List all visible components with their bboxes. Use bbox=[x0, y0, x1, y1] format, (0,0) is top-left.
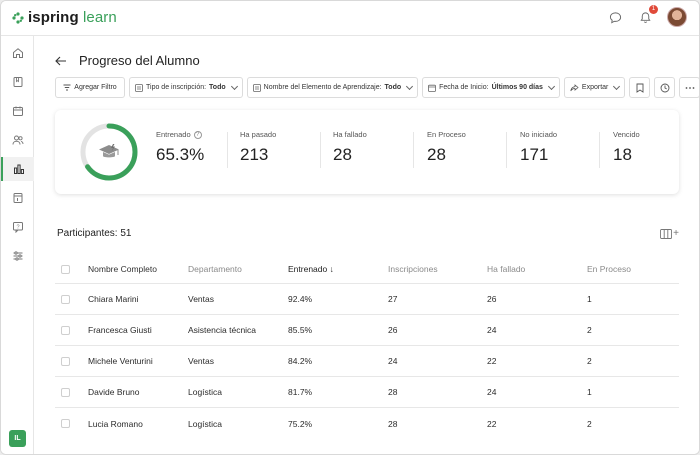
chat-icon[interactable] bbox=[607, 9, 623, 25]
ellipsis-icon bbox=[685, 86, 695, 89]
chevron-down-icon bbox=[230, 82, 238, 90]
main-content: Progreso del Alumno Agregar Filtro Tipo … bbox=[35, 37, 699, 454]
divider bbox=[227, 132, 228, 168]
sidebar-item-calendar[interactable] bbox=[1, 99, 34, 123]
top-bar: ispring learn 1 bbox=[1, 1, 699, 36]
column-header-in-progress[interactable]: En Proceso bbox=[587, 264, 631, 274]
stat-in-progress: En Proceso 28 bbox=[427, 130, 466, 164]
sidebar-item-settings[interactable] bbox=[1, 244, 34, 268]
table-row[interactable]: Lucia Romano Logística 75.2% 28 22 2 bbox=[55, 408, 679, 439]
column-header-name[interactable]: Nombre Completo bbox=[88, 264, 157, 274]
help-icon[interactable]: ? bbox=[193, 130, 202, 139]
column-header-trained[interactable]: Entrenado ↓ bbox=[288, 264, 334, 274]
bell-icon[interactable]: 1 bbox=[637, 5, 658, 25]
divider bbox=[320, 132, 321, 168]
add-filter-button[interactable]: Agregar Filtro bbox=[55, 77, 125, 98]
stat-not-started: No iniciado 171 bbox=[520, 130, 558, 164]
home-icon bbox=[12, 48, 23, 58]
notification-badge: 1 bbox=[649, 5, 658, 14]
share-arrow-icon bbox=[570, 83, 579, 91]
document-icon bbox=[13, 193, 22, 203]
export-button[interactable]: Exportar bbox=[563, 77, 626, 98]
participants-table: Nombre Completo Departamento Entrenado ↓… bbox=[55, 255, 679, 439]
sidebar-item-documents[interactable] bbox=[1, 186, 34, 210]
list-icon bbox=[252, 83, 261, 92]
divider bbox=[599, 132, 600, 168]
select-all-checkbox[interactable] bbox=[61, 264, 70, 274]
participants-title: Participantes: 51 bbox=[57, 228, 132, 239]
sidebar-item-home[interactable] bbox=[1, 41, 34, 65]
graduation-cap-icon bbox=[99, 144, 119, 158]
bookmark-button[interactable] bbox=[629, 77, 651, 98]
chevron-down-icon bbox=[547, 82, 555, 90]
chevron-down-icon bbox=[613, 82, 621, 90]
table-header-row: Nombre Completo Departamento Entrenado ↓… bbox=[55, 255, 679, 284]
learning-element-filter[interactable]: Nombre del Elemento de Aprendizaje: Todo bbox=[246, 77, 419, 98]
row-checkbox[interactable] bbox=[61, 356, 70, 366]
table-row[interactable]: Francesca Giusti Asistencia técnica 85.5… bbox=[55, 315, 679, 346]
stat-expired: Vencido 18 bbox=[613, 130, 640, 164]
sidebar: ? IL bbox=[1, 36, 34, 454]
column-header-failed[interactable]: Ha fallado bbox=[487, 264, 526, 274]
logo-text: ispring learn bbox=[28, 9, 117, 26]
more-options-button[interactable] bbox=[679, 77, 699, 98]
filter-bar: Agregar Filtro Tipo de inscripción: Todo… bbox=[55, 77, 699, 98]
user-initials-badge[interactable]: IL bbox=[9, 430, 26, 447]
sidebar-item-library[interactable] bbox=[1, 70, 34, 94]
bookmark-icon bbox=[636, 83, 644, 93]
column-header-department[interactable]: Departamento bbox=[188, 264, 242, 274]
help-chat-icon: ? bbox=[12, 222, 23, 233]
divider bbox=[506, 132, 507, 168]
sidebar-item-users[interactable] bbox=[1, 128, 34, 152]
chevron-down-icon bbox=[406, 82, 414, 90]
row-checkbox[interactable] bbox=[61, 325, 70, 335]
book-icon bbox=[13, 77, 22, 87]
trained-value: 65.3% bbox=[156, 145, 205, 164]
users-icon bbox=[12, 135, 23, 145]
stat-trained: Entrenado? 65.3% bbox=[156, 130, 205, 164]
filter-icon bbox=[63, 84, 71, 91]
clock-icon bbox=[660, 83, 670, 92]
table-row[interactable]: Davide Bruno Logística 81.7% 28 24 1 bbox=[55, 377, 679, 408]
ispring-logo-icon bbox=[12, 11, 24, 24]
trained-progress-donut bbox=[80, 123, 138, 181]
sidebar-item-reports[interactable] bbox=[1, 157, 34, 181]
column-header-enrollments[interactable]: Inscripciones bbox=[388, 264, 438, 274]
sidebar-item-help[interactable]: ? bbox=[1, 215, 34, 239]
columns-icon bbox=[660, 228, 673, 239]
row-checkbox[interactable] bbox=[61, 387, 70, 397]
plus-icon: + bbox=[673, 228, 679, 239]
start-date-filter[interactable]: Fecha de Inicio: Últimos 90 días bbox=[422, 77, 560, 98]
list-icon bbox=[135, 83, 143, 92]
divider bbox=[413, 132, 414, 168]
calendar-icon bbox=[12, 106, 23, 116]
back-button[interactable] bbox=[55, 54, 69, 68]
stat-failed: Ha fallado 28 bbox=[333, 130, 367, 164]
svg-text:?: ? bbox=[16, 224, 19, 230]
arrow-left-icon bbox=[55, 56, 66, 65]
bar-chart-icon bbox=[13, 164, 24, 174]
stats-card: Entrenado? 65.3% Ha pasado 213 Ha fallad… bbox=[55, 110, 679, 194]
settings-sliders-icon bbox=[13, 251, 22, 261]
schedule-button[interactable] bbox=[654, 77, 676, 98]
row-checkbox[interactable] bbox=[61, 294, 70, 304]
stat-passed: Ha pasado 213 bbox=[240, 130, 277, 164]
calendar-icon bbox=[428, 84, 437, 92]
table-row[interactable]: Chiara Marini Ventas 92.4% 27 26 1 bbox=[55, 284, 679, 315]
column-settings-button[interactable]: + bbox=[660, 228, 679, 239]
row-checkbox[interactable] bbox=[61, 419, 70, 428]
table-row[interactable]: Michele Venturini Ventas 84.2% 24 22 2 bbox=[55, 346, 679, 377]
avatar[interactable] bbox=[667, 7, 687, 27]
logo[interactable]: ispring learn bbox=[12, 9, 117, 26]
page-title: Progreso del Alumno bbox=[79, 53, 200, 68]
enrollment-type-filter[interactable]: Tipo de inscripción: Todo bbox=[129, 77, 243, 98]
